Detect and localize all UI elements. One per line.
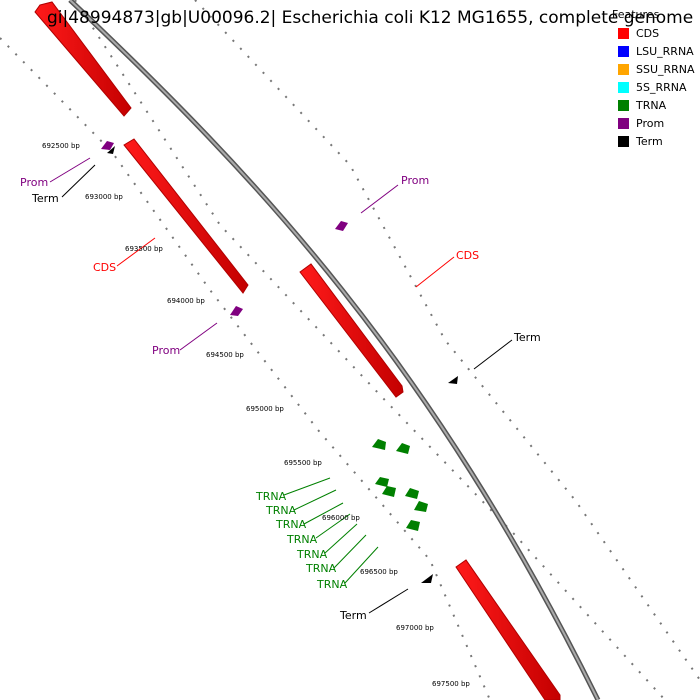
- legend-swatch: [618, 99, 629, 111]
- feature-label-trna: TRNA: [305, 562, 337, 575]
- cds-bar: [34, 1, 132, 117]
- legend-swatch: [618, 27, 629, 39]
- feature-label-prom: Prom: [401, 174, 429, 187]
- legend-item-cds: CDS: [612, 24, 695, 42]
- feature-label-cds: CDS: [456, 249, 479, 262]
- legend-swatch: [618, 45, 629, 57]
- legend-label: SSU_RRNA: [636, 62, 695, 76]
- feature-label-trna: TRNA: [286, 533, 318, 546]
- legend: Features CDS LSU_RRNA SSU_RRNA 5S_RRNA T…: [612, 8, 695, 150]
- legend-swatch: [618, 135, 629, 147]
- term-marker: [107, 146, 115, 154]
- legend-label: Prom: [636, 116, 665, 130]
- trna-marker: [375, 477, 389, 487]
- tick-label: 693000 bp: [85, 193, 123, 201]
- tick-label: 693500 bp: [125, 245, 163, 253]
- prom-marker: [101, 141, 114, 150]
- term-marker: [448, 376, 458, 384]
- tick-label: 695500 bp: [284, 459, 322, 467]
- cds-bar: [455, 559, 561, 700]
- tick-label: 697000 bp: [396, 624, 434, 632]
- leader-lines: [49, 157, 513, 614]
- trna-features: [372, 439, 428, 531]
- legend-label: CDS: [636, 26, 660, 40]
- tick-label: 696000 bp: [322, 514, 360, 522]
- feature-label-trna: TRNA: [255, 490, 287, 503]
- legend-label: TRNA: [636, 98, 667, 112]
- trna-marker: [414, 501, 428, 512]
- term-marker: [421, 574, 433, 583]
- feature-label-prom: Prom: [152, 344, 180, 357]
- term-features: [107, 146, 458, 583]
- tick-label: 696500 bp: [360, 568, 398, 576]
- trna-marker: [406, 520, 420, 531]
- legend-item-ssu-rrna: SSU_RRNA: [612, 60, 695, 78]
- trna-marker: [396, 443, 410, 454]
- prom-features: [101, 141, 348, 316]
- cds-bar: [123, 138, 249, 294]
- page-title: gi|48994873|gb|U00096.2| Escherichia col…: [47, 8, 694, 28]
- genome-backbone: [68, 0, 601, 700]
- tick-label: 694500 bp: [206, 351, 244, 359]
- scale-labels: 692500 bp 693000 bp 693500 bp 694000 bp …: [42, 142, 470, 688]
- trna-marker: [405, 488, 419, 499]
- legend-swatch: [618, 63, 629, 75]
- legend-label: Term: [636, 134, 663, 148]
- legend-item-lsu-rrna: LSU_RRNA: [612, 42, 695, 60]
- cds-features: [34, 1, 561, 700]
- prom-marker: [335, 221, 348, 231]
- feature-labels: Prom Term CDS Prom Prom CDS Term TRNA TR…: [20, 174, 541, 622]
- legend-item-prom: Prom: [612, 114, 695, 132]
- tick-label: 695000 bp: [246, 405, 284, 413]
- feature-label-trna: TRNA: [275, 518, 307, 531]
- trna-marker: [372, 439, 386, 450]
- tick-label: 692500 bp: [42, 142, 80, 150]
- cds-bar: [299, 263, 404, 398]
- legend-swatch: [618, 117, 629, 129]
- tick-label: 697500 bp: [432, 680, 470, 688]
- tick-label: 694000 bp: [167, 297, 205, 305]
- legend-item-trna: TRNA: [612, 96, 695, 114]
- prom-marker: [230, 306, 243, 316]
- trna-marker: [382, 486, 396, 497]
- feature-label-term: Term: [31, 192, 59, 205]
- feature-label-trna: TRNA: [296, 548, 328, 561]
- feature-label-term: Term: [513, 331, 541, 344]
- feature-label-prom: Prom: [20, 176, 48, 189]
- legend-swatch: [618, 81, 629, 93]
- feature-label-term: Term: [339, 609, 367, 622]
- feature-label-trna: TRNA: [265, 504, 297, 517]
- legend-label: 5S_RRNA: [636, 80, 687, 94]
- legend-item-5s-rrna: 5S_RRNA: [612, 78, 695, 96]
- feature-label-cds: CDS: [93, 261, 116, 274]
- feature-label-trna: TRNA: [316, 578, 348, 591]
- legend-label: LSU_RRNA: [636, 44, 694, 58]
- legend-title: Features: [612, 8, 660, 21]
- legend-item-term: Term: [612, 132, 695, 150]
